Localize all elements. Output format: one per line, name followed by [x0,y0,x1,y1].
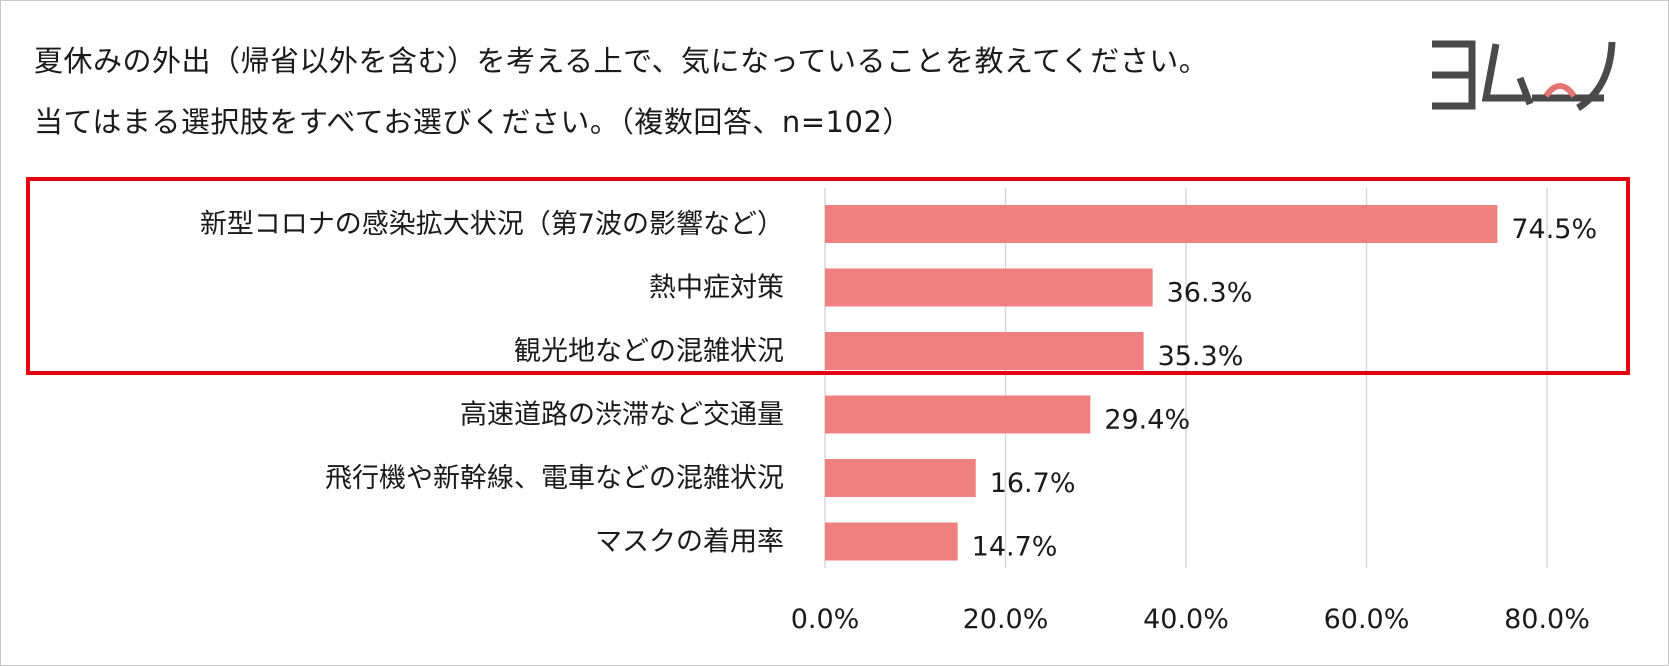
bar [825,332,1144,370]
category-label: マスクの着用率 [595,527,784,558]
category-label: 新型コロナの感染拡大状況（第7波の影響など） [200,209,784,240]
bar [825,268,1153,307]
data-label: 29.4% [1104,405,1190,436]
highlight-box [26,177,1630,375]
category-label: 高速道路の渋滞など交通量 [460,400,784,431]
data-label: 35.3% [1158,341,1244,372]
bar [825,205,1498,243]
x-tick-label: 20.0% [963,604,1049,635]
chart-title-line-2: 当てはまる選択肢をすべてお選びください。（複数回答、n=102） [34,105,912,139]
x-tick-label: 60.0% [1324,604,1410,635]
grid-lines [824,188,1548,568]
bar [825,459,976,497]
bars [825,205,1498,561]
x-tick-label: 40.0% [1143,604,1229,635]
bar [825,522,958,561]
yomuno-logo [1428,38,1618,118]
data-label: 36.3% [1167,278,1253,309]
yomuno-logo-icon [1432,40,1616,111]
labels: 0.0% 20.0% 40.0% 60.0% 80.0% 新型コロナの感染拡大状況（第7波… [200,209,1597,635]
data-label: 16.7% [990,468,1076,499]
chart-title-line-1: 夏休みの外出（帰省以外を含む）を考える上で、気になっていることを教えてください。 [34,44,1209,78]
x-tick-label: 0.0% [791,604,860,635]
data-label: 14.7% [972,532,1058,563]
x-tick-label: 80.0% [1504,604,1590,635]
bar [825,395,1091,434]
category-label: 飛行機や新幹線、電車などの混雑状況 [325,463,784,494]
data-label: 74.5% [1511,214,1597,245]
category-label: 熱中症対策 [649,273,784,304]
category-label: 観光地などの混雑状況 [514,336,784,367]
